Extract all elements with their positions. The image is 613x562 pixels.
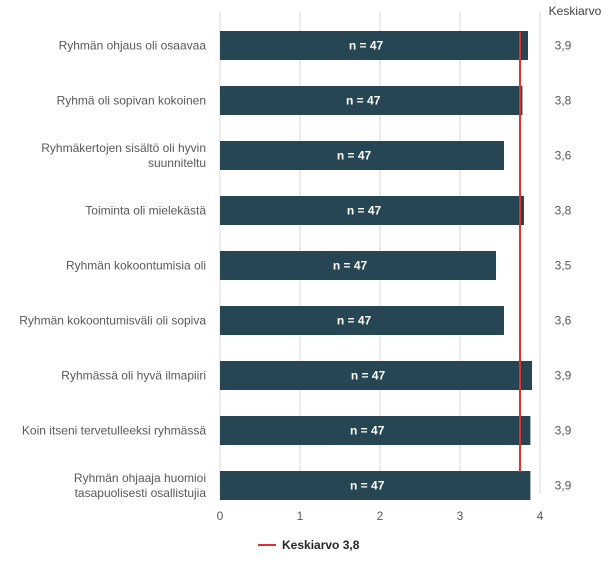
category-label-5: Ryhmän kokoontumisväli oli sopiva (19, 314, 206, 328)
bar-label-5: n = 47 (337, 314, 372, 328)
legend: Keskiarvo 3,8 (258, 538, 360, 552)
category-label-7-line-0: Koin itseni tervetulleeksi ryhmässä (22, 424, 206, 438)
bars: n = 47 n = 47 n = 47 n = 47 n = 47 n = 47 n = … (220, 31, 532, 500)
category-label-8-line-1: tasapuolisesti osallistujia (75, 486, 207, 500)
category-label-3-line-0: Toiminta oli mielekästä (85, 204, 206, 218)
legend-label: Keskiarvo 3,8 (282, 538, 360, 552)
average-value-3: 3,8 (555, 204, 572, 218)
bar-5 (220, 306, 504, 335)
average-value-5: 3,6 (555, 314, 572, 328)
bar-label-1: n = 47 (346, 94, 381, 108)
category-label-5-line-0: Ryhmän kokoontumisväli oli sopiva (19, 314, 206, 328)
category-label-7: Koin itseni tervetulleeksi ryhmässä (22, 424, 206, 438)
x-tick-2: 2 (377, 509, 384, 523)
average-value-7: 3,9 (555, 424, 572, 438)
category-label-8-line-0: Ryhmän ohjaaja huomioi (74, 471, 206, 485)
bar-label-7: n = 47 (350, 424, 385, 438)
category-label-6-line-0: Ryhmässä oli hyvä ilmapiiri (61, 369, 206, 383)
category-label-2-line-0: Ryhmäkertojen sisältö oli hyvin (41, 141, 206, 155)
x-tick-0: 0 (217, 509, 224, 523)
category-label-0: Ryhmän ohjaus oli osaavaa (59, 39, 207, 53)
bar-1 (220, 86, 523, 115)
average-value-4: 3,5 (555, 259, 572, 273)
category-label-3: Toiminta oli mielekästä (85, 204, 206, 218)
average-column-header: Keskiarvo (549, 4, 602, 18)
bar-6 (220, 361, 532, 390)
bar-8 (220, 471, 531, 500)
bar-3 (220, 196, 524, 225)
bar-4 (220, 251, 496, 280)
category-label-4-line-0: Ryhmän kokoontumisia oli (66, 259, 206, 273)
category-label-1: Ryhmä oli sopivan kokoinen (57, 94, 206, 108)
category-label-8: Ryhmän ohjaaja huomioi tasapuolisesti osa… (74, 471, 206, 500)
bar-label-3: n = 47 (347, 204, 382, 218)
x-tick-labels: 0 1 2 3 4 (217, 509, 544, 523)
average-value-8: 3,9 (555, 479, 572, 493)
bar-2 (220, 141, 504, 170)
category-label-4: Ryhmän kokoontumisia oli (66, 259, 206, 273)
average-value-2: 3,6 (555, 149, 572, 163)
bar-0 (220, 31, 528, 60)
average-value-1: 3,8 (555, 94, 572, 108)
category-labels: Ryhmän ohjaus oli osaavaa Ryhmä oli sopiv… (19, 39, 206, 501)
category-label-2: Ryhmäkertojen sisältö oli hyvin suunnitel… (41, 141, 206, 170)
bar-label-8: n = 47 (350, 479, 385, 493)
x-tick-3: 3 (457, 509, 464, 523)
x-tick-1: 1 (297, 509, 304, 523)
average-value-0: 3,9 (555, 39, 572, 53)
category-label-0-line-0: Ryhmän ohjaus oli osaavaa (59, 39, 207, 53)
category-label-2-line-1: suunniteltu (148, 156, 206, 170)
bar-label-0: n = 47 (349, 39, 384, 53)
average-value-labels: 3,9 3,8 3,6 3,8 3,5 3,6 3,9 3,9 3,9 (555, 39, 572, 493)
bar-label-2: n = 47 (337, 149, 372, 163)
category-label-1-line-0: Ryhmä oli sopivan kokoinen (57, 94, 206, 108)
bar-label-4: n = 47 (333, 259, 368, 273)
average-value-6: 3,9 (555, 369, 572, 383)
x-tick-4: 4 (537, 509, 544, 523)
bar-label-6: n = 47 (351, 369, 386, 383)
category-label-6: Ryhmässä oli hyvä ilmapiiri (61, 369, 206, 383)
bar-7 (220, 416, 531, 445)
